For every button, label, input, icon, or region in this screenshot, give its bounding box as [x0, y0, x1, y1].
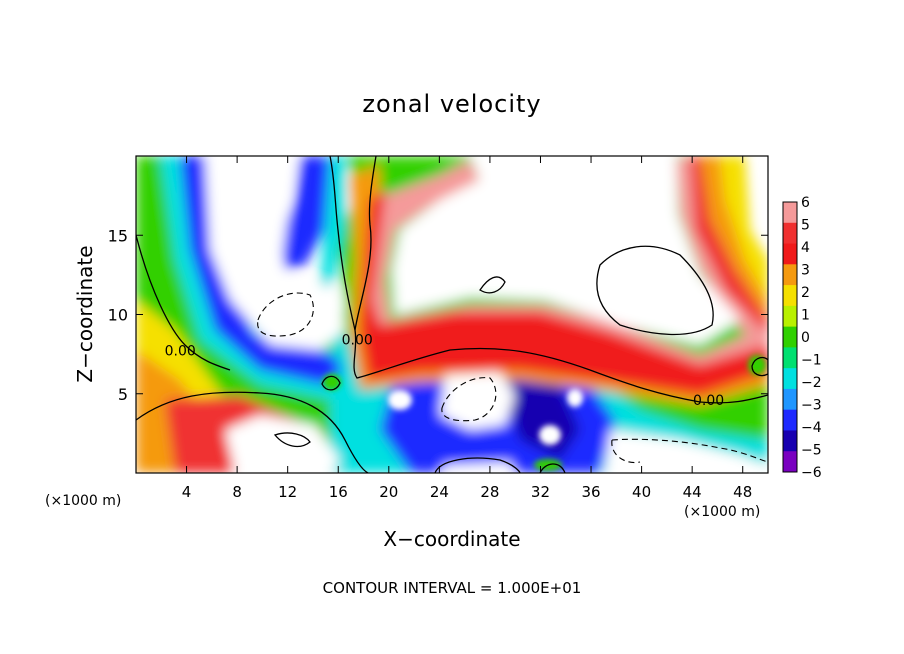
- x-tick-label: 28: [480, 483, 499, 501]
- colorbar-swatch: [783, 243, 797, 265]
- contour-interval-note: CONTOUR INTERVAL = 1.000E+01: [323, 579, 582, 597]
- colorbar-swatch: [783, 264, 797, 286]
- x-axis-label: X−coordinate: [383, 527, 520, 551]
- field-band-red-ridge: [360, 190, 768, 395]
- colorbar-label: 0: [801, 330, 810, 346]
- contour-line: [321, 375, 341, 391]
- x-unit-left: (×1000 m): [45, 493, 121, 509]
- zero-contour: [136, 234, 231, 371]
- colorbar-swatch: [783, 285, 797, 307]
- x-tick-label: 44: [683, 483, 702, 501]
- contour-line: [434, 457, 521, 473]
- x-axis: 4 8 12 16 20 24 28 32 36 40 44 48: [182, 156, 752, 501]
- colorbar-swatch: [783, 202, 797, 224]
- colorbar-label: 1: [801, 308, 810, 324]
- contour-line: [539, 463, 566, 473]
- contour-line: [596, 245, 714, 336]
- field-spot: [388, 390, 412, 410]
- x-tick-label: 24: [430, 483, 449, 501]
- contour-label: 0.00: [165, 344, 196, 360]
- contour-line: [273, 432, 311, 448]
- dashed-contour: [441, 377, 497, 422]
- y-axis-label: Z−coordinate: [73, 245, 97, 382]
- field-white-lower-center: [440, 372, 515, 430]
- colorbar-swatch: [783, 451, 797, 473]
- x-tick-label: 4: [182, 483, 192, 501]
- x-tick-label: 20: [379, 483, 398, 501]
- colorbar-swatch: [783, 305, 797, 328]
- contour-lines: [136, 156, 768, 473]
- dashed-contour: [257, 292, 314, 337]
- x-tick-label: 48: [733, 483, 752, 501]
- x-tick-label: 16: [329, 483, 348, 501]
- x-tick-label: 40: [632, 483, 651, 501]
- x-unit-right: (×1000 m): [684, 504, 760, 520]
- colorbar-label: 5: [801, 218, 810, 234]
- field-white-upper-left: [205, 156, 345, 350]
- colorbar-swatch: [783, 409, 797, 431]
- colorbar-label: 2: [801, 285, 810, 301]
- field-spot: [567, 389, 583, 407]
- y-tick-label: 5: [118, 385, 128, 404]
- x-tick-label: 36: [581, 483, 600, 501]
- contour-label: 0.00: [342, 333, 373, 349]
- dashed-contour: [611, 438, 768, 463]
- colorbar-swatch: [783, 388, 797, 411]
- contour-label: 0.00: [693, 393, 724, 409]
- x-tick-label: 32: [531, 483, 550, 501]
- contour-labels: 0.00 0.00 0.00: [165, 333, 725, 409]
- field-band-pink-ridge: [372, 160, 768, 365]
- contour-line: [479, 276, 506, 294]
- field-white-lower-left: [225, 415, 340, 473]
- field-white-upper-right: [392, 156, 740, 345]
- field-band-orange-right: [700, 156, 768, 320]
- colorbar-label: 3: [801, 263, 810, 279]
- negative-contours: [257, 292, 768, 464]
- colorbar-label: −1: [801, 353, 822, 369]
- x-tick-label: 8: [232, 483, 242, 501]
- dashed-contour: [611, 439, 641, 464]
- field-spot: [539, 425, 561, 445]
- field-band-blue-swirl: [180, 156, 350, 385]
- plot-area: 0.00 0.00 0.00: [136, 156, 768, 473]
- colorbar-swatch: [783, 368, 797, 390]
- colorbar-swatch: [783, 326, 797, 348]
- y-axis: 5 10 15: [108, 226, 768, 404]
- field-band-yellow-right: [720, 156, 768, 300]
- colorbar-swatch: [783, 347, 797, 369]
- colorbar-label: −4: [801, 420, 822, 436]
- y-tick-label: 15: [108, 226, 128, 245]
- field-white-lower-right: [605, 430, 768, 473]
- field-band-red-right: [690, 156, 768, 335]
- colorbar-swatch: [783, 430, 797, 452]
- velocity-field: [136, 156, 768, 473]
- zero-contour: [354, 156, 377, 331]
- colorbar-swatch: [783, 222, 797, 245]
- colorbar-label: −5: [801, 443, 822, 459]
- field-band-pink-right: [676, 156, 768, 345]
- colorbar-frame: [782, 201, 798, 473]
- colorbar-label: −3: [801, 398, 822, 414]
- colorbar-label: −2: [801, 375, 822, 391]
- zero-contour: [136, 391, 369, 473]
- colorbar: 6 5 4 3 2 1 0 −1 −2 −3 −4 −5 −6: [782, 195, 822, 481]
- colorbar-label: 6: [801, 195, 810, 211]
- y-tick-label: 10: [108, 306, 128, 325]
- colorbar-label: 4: [801, 240, 810, 256]
- field-white-bottom-center: [440, 462, 515, 473]
- colorbar-label: −6: [801, 465, 822, 481]
- field-band-navy-core: [500, 380, 580, 460]
- contour-line: [751, 356, 768, 377]
- chart-title: zonal velocity: [362, 90, 541, 118]
- field-band-blue-jet: [280, 156, 330, 270]
- x-tick-label: 12: [278, 483, 297, 501]
- zero-contour: [329, 156, 768, 404]
